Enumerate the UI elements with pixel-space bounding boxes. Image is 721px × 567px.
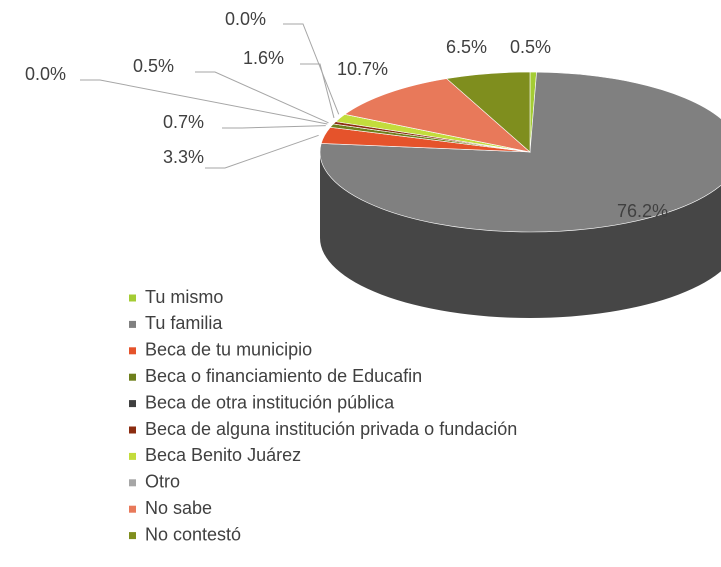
leader-line [300, 63, 335, 119]
legend-swatch [129, 347, 136, 355]
legend-swatch [129, 426, 136, 434]
legend-label: No contestó [145, 524, 241, 544]
legend-label: Beca o financiamiento de Educafin [145, 366, 422, 386]
slice [445, 71, 531, 153]
legend-swatch [129, 479, 136, 487]
legend-label: No sabe [145, 498, 212, 518]
data-label: 6.5% [446, 37, 487, 57]
legend-label: Tu mismo [145, 287, 223, 307]
legend-swatch [129, 452, 136, 460]
slice-side [320, 152, 721, 318]
data-label: 0.5% [510, 37, 551, 57]
slice [319, 71, 721, 233]
legend-swatch [129, 532, 136, 540]
leader-line [80, 79, 328, 125]
data-label: 0.5% [133, 56, 174, 76]
legend-label: Beca de tu municipio [145, 340, 312, 360]
legend-label: Tu familia [145, 313, 223, 333]
leader-line [195, 71, 329, 124]
leader-line [222, 125, 326, 129]
legend-label: Otro [145, 472, 180, 492]
data-label: 3.3% [163, 147, 204, 167]
legend-swatch [129, 373, 136, 381]
data-label: 1.6% [243, 48, 284, 68]
legend-label: Beca de alguna institución privada o fun… [145, 419, 517, 439]
legend-swatch [129, 400, 136, 408]
legend-swatch [129, 505, 136, 513]
data-label: 0.0% [225, 9, 266, 29]
legend-swatch [129, 320, 136, 328]
legend-label: Beca de otra institución pública [145, 392, 395, 412]
data-label: 76.2% [617, 201, 668, 221]
data-label: 0.7% [163, 112, 204, 132]
data-label: 10.7% [337, 59, 388, 79]
leader-line [205, 134, 319, 169]
leader-line [283, 23, 340, 115]
legend-swatch [129, 294, 136, 302]
data-label: 0.0% [25, 64, 66, 84]
legend-label: Beca Benito Juárez [145, 445, 301, 465]
slice [343, 78, 532, 153]
